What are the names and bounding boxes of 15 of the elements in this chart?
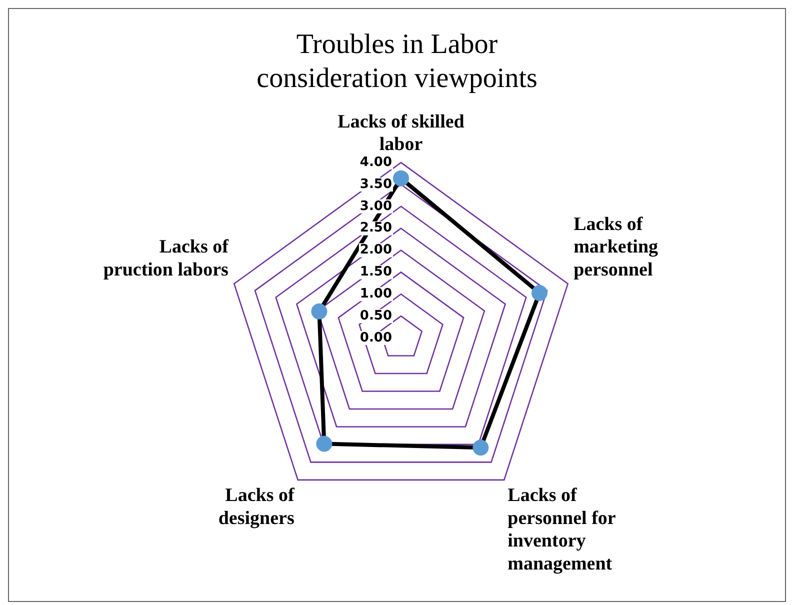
y-tick-label: 2.00 bbox=[360, 242, 392, 258]
y-tick-label: 4.00 bbox=[360, 154, 392, 170]
y-tick-label: 0.00 bbox=[360, 330, 392, 346]
y-tick-label: 3.50 bbox=[360, 176, 392, 192]
spoke-label: Lacks of personnel for inventory management bbox=[508, 485, 616, 575]
y-tick-label: 1.50 bbox=[360, 264, 392, 280]
spoke-label: Lacks of marketing personnel bbox=[574, 214, 659, 280]
spoke-label: Lacks of skilled labor bbox=[338, 111, 465, 156]
chart-title: Troubles in Labor consideration viewpoints bbox=[256, 29, 538, 94]
spoke-label: Lacks of designers bbox=[218, 485, 296, 529]
y-tick-label: 3.00 bbox=[360, 198, 392, 214]
y-tick-label: 0.50 bbox=[360, 308, 392, 324]
y-tick-label: 2.50 bbox=[360, 220, 392, 236]
spoke-label: Lacks of pruction labors bbox=[103, 236, 230, 280]
y-tick-label: 1.00 bbox=[360, 286, 392, 302]
